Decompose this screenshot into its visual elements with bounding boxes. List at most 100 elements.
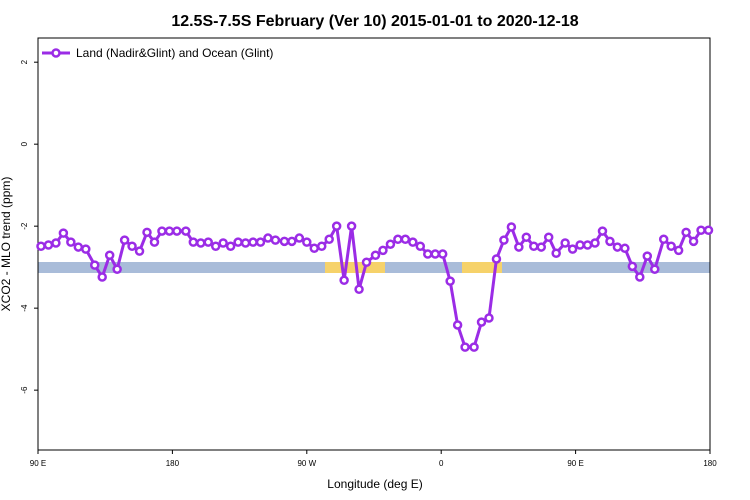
point bbox=[218, 238, 228, 248]
point bbox=[567, 244, 578, 254]
point bbox=[119, 235, 130, 245]
point bbox=[430, 249, 440, 259]
point bbox=[521, 232, 532, 242]
point bbox=[703, 225, 714, 236]
point bbox=[302, 237, 312, 247]
point bbox=[514, 242, 524, 252]
point bbox=[642, 251, 653, 261]
legend-label: Land (Nadir&Glint) and Ocean (Glint) bbox=[76, 46, 273, 60]
point bbox=[649, 264, 660, 274]
point bbox=[240, 238, 251, 248]
point bbox=[324, 234, 334, 245]
y-axis-label: XCO2 - MLO trend (ppm) bbox=[0, 177, 13, 312]
y-tick-label: -6 bbox=[20, 386, 29, 394]
point bbox=[445, 276, 455, 286]
point bbox=[263, 233, 273, 243]
point bbox=[279, 236, 290, 247]
point bbox=[225, 241, 236, 252]
point bbox=[134, 246, 145, 256]
point bbox=[331, 221, 342, 231]
point bbox=[597, 226, 608, 236]
point bbox=[36, 241, 46, 252]
x-tick-label: 90 E bbox=[567, 459, 583, 468]
point bbox=[270, 235, 281, 245]
point bbox=[73, 242, 84, 252]
x-tick-label: 90 W bbox=[297, 459, 316, 468]
point bbox=[423, 249, 433, 259]
point bbox=[164, 226, 175, 236]
point bbox=[51, 238, 61, 248]
point bbox=[612, 242, 623, 252]
y-tick-label: -2 bbox=[20, 222, 29, 230]
point bbox=[460, 342, 470, 352]
point bbox=[620, 243, 630, 254]
point bbox=[681, 227, 691, 238]
point bbox=[673, 245, 684, 256]
point bbox=[627, 261, 638, 272]
point bbox=[157, 226, 167, 236]
point bbox=[354, 284, 364, 295]
point bbox=[385, 239, 396, 249]
point bbox=[491, 254, 502, 264]
x-tick-label: 180 bbox=[703, 459, 717, 468]
point bbox=[688, 236, 699, 247]
point bbox=[339, 275, 349, 286]
point bbox=[309, 243, 320, 254]
point bbox=[43, 240, 54, 250]
point bbox=[58, 228, 69, 238]
point bbox=[210, 241, 221, 252]
point bbox=[415, 241, 426, 252]
point bbox=[484, 313, 494, 323]
point bbox=[393, 234, 403, 245]
point bbox=[400, 234, 411, 245]
x-tick-label: 0 bbox=[439, 459, 444, 468]
point bbox=[378, 245, 388, 256]
point bbox=[112, 264, 122, 274]
point bbox=[476, 317, 487, 327]
point bbox=[452, 320, 463, 330]
point bbox=[149, 237, 160, 247]
point bbox=[658, 234, 669, 245]
y-tick-label: 2 bbox=[20, 59, 29, 64]
point bbox=[127, 241, 137, 252]
point bbox=[506, 222, 517, 232]
point bbox=[97, 272, 107, 282]
point bbox=[142, 227, 152, 238]
point bbox=[551, 248, 561, 258]
point bbox=[104, 250, 115, 261]
point bbox=[181, 226, 191, 236]
point bbox=[287, 236, 297, 247]
x-tick-label: 180 bbox=[166, 459, 180, 468]
point bbox=[66, 237, 76, 247]
point bbox=[582, 240, 593, 250]
point bbox=[294, 233, 305, 243]
point bbox=[408, 237, 418, 247]
point bbox=[89, 260, 100, 270]
point bbox=[575, 240, 585, 250]
y-tick-label: -4 bbox=[20, 304, 29, 312]
point bbox=[248, 237, 258, 247]
point bbox=[233, 237, 243, 247]
point bbox=[590, 238, 600, 248]
point bbox=[437, 249, 448, 259]
point bbox=[203, 237, 213, 247]
point bbox=[696, 225, 706, 236]
point bbox=[172, 226, 182, 236]
chart-title: 12.5S-7.5S February (Ver 10) 2015-01-01 … bbox=[171, 13, 578, 30]
point bbox=[188, 237, 199, 247]
point bbox=[196, 238, 206, 248]
y-tick-label: 0 bbox=[20, 141, 29, 146]
point bbox=[255, 237, 266, 247]
x-tick-label: 90 E bbox=[30, 459, 46, 468]
point bbox=[560, 238, 570, 248]
land-band bbox=[462, 262, 502, 273]
point bbox=[346, 221, 357, 231]
point bbox=[469, 342, 479, 352]
point bbox=[529, 241, 539, 252]
legend-marker bbox=[51, 48, 61, 58]
point bbox=[81, 244, 91, 254]
point bbox=[316, 241, 327, 252]
point bbox=[635, 272, 645, 282]
point bbox=[543, 232, 554, 242]
